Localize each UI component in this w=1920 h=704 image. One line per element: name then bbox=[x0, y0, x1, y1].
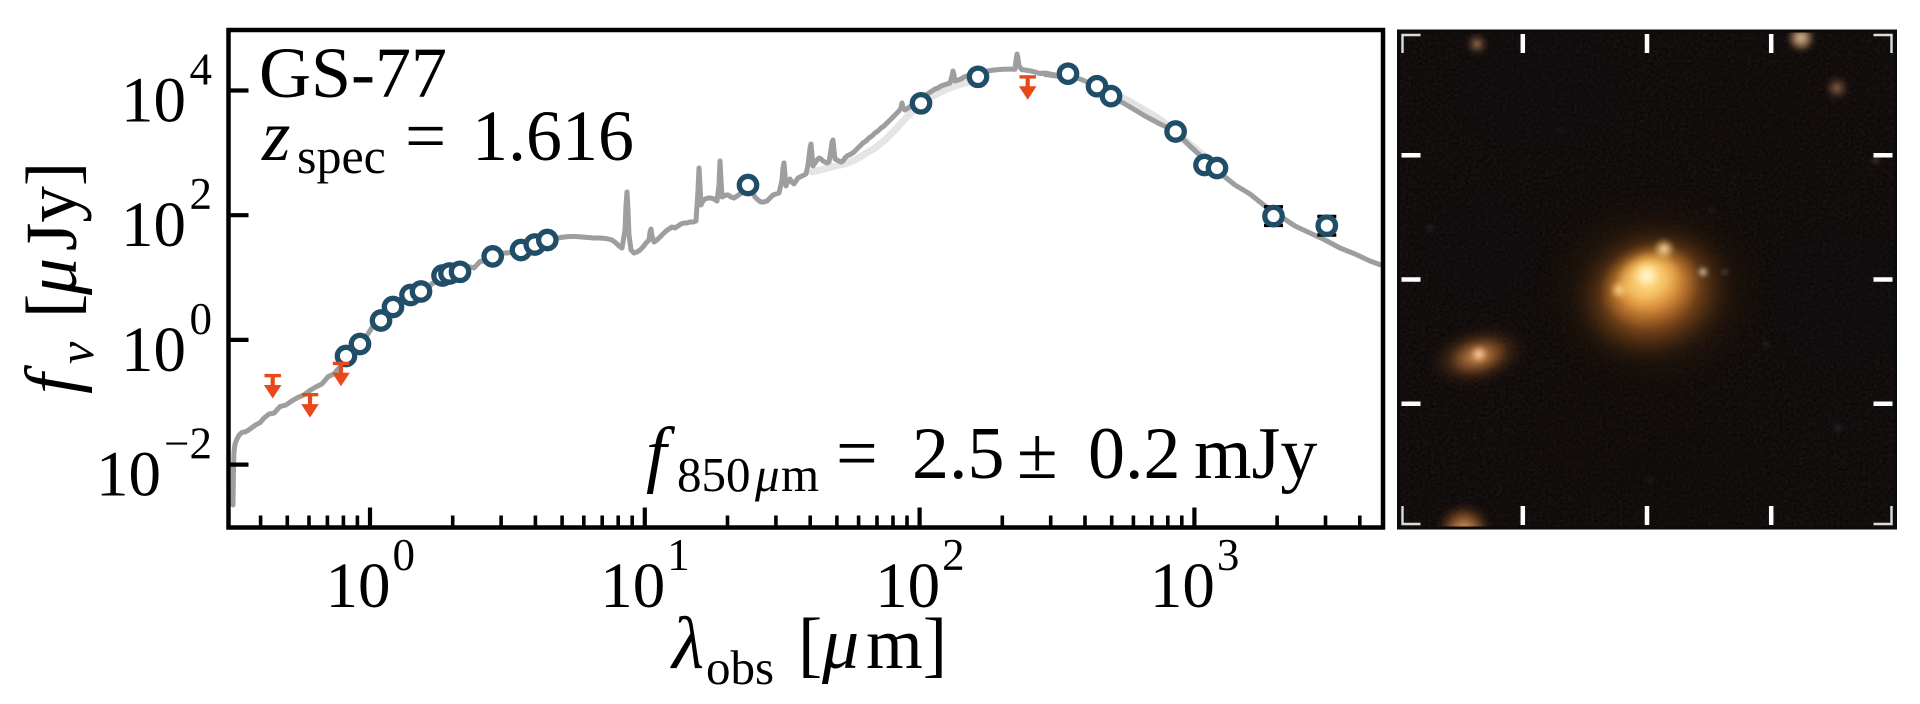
svg-text:μ: μ bbox=[821, 603, 859, 685]
svg-text:2.5: 2.5 bbox=[912, 413, 1005, 495]
svg-text:0.2: 0.2 bbox=[1088, 413, 1181, 495]
svg-text:0: 0 bbox=[393, 530, 416, 580]
svg-text:±: ± bbox=[1017, 413, 1058, 495]
svg-text:10: 10 bbox=[1150, 550, 1215, 622]
svg-text:m]: m] bbox=[866, 603, 947, 684]
svg-text:mJy: mJy bbox=[1194, 413, 1317, 495]
svg-text:10: 10 bbox=[121, 65, 186, 137]
svg-text:spec: spec bbox=[297, 128, 386, 184]
svg-text:10: 10 bbox=[121, 314, 186, 386]
svg-text:4: 4 bbox=[190, 45, 213, 95]
svg-text:10: 10 bbox=[326, 550, 391, 622]
svg-text:obs: obs bbox=[706, 640, 774, 695]
svg-text:2: 2 bbox=[942, 530, 965, 580]
svg-text:Jy]: Jy] bbox=[11, 162, 92, 251]
svg-text:10: 10 bbox=[96, 439, 161, 511]
svg-text:λ: λ bbox=[670, 603, 704, 685]
svg-text:3: 3 bbox=[1217, 530, 1240, 580]
svg-text:10: 10 bbox=[875, 550, 940, 622]
svg-text:z: z bbox=[261, 95, 290, 176]
svg-text:2: 2 bbox=[190, 169, 213, 219]
svg-text:GS-77: GS-77 bbox=[259, 33, 447, 113]
svg-text:10: 10 bbox=[600, 550, 665, 622]
svg-text:μ: μ bbox=[754, 447, 780, 502]
svg-text:μ: μ bbox=[11, 258, 93, 296]
svg-text:[: [ bbox=[798, 603, 822, 684]
svg-text:10: 10 bbox=[121, 189, 186, 261]
svg-text:m: m bbox=[781, 447, 819, 502]
svg-text:850: 850 bbox=[677, 447, 751, 502]
svg-text:ν: ν bbox=[48, 341, 104, 364]
svg-text:[: [ bbox=[11, 294, 92, 318]
svg-text:=: = bbox=[405, 95, 446, 176]
svg-text:1.616: 1.616 bbox=[472, 96, 634, 176]
svg-text:−2: −2 bbox=[164, 419, 212, 469]
svg-text:=: = bbox=[836, 413, 878, 495]
svg-text:1: 1 bbox=[667, 530, 690, 580]
svg-text:0: 0 bbox=[190, 294, 213, 344]
